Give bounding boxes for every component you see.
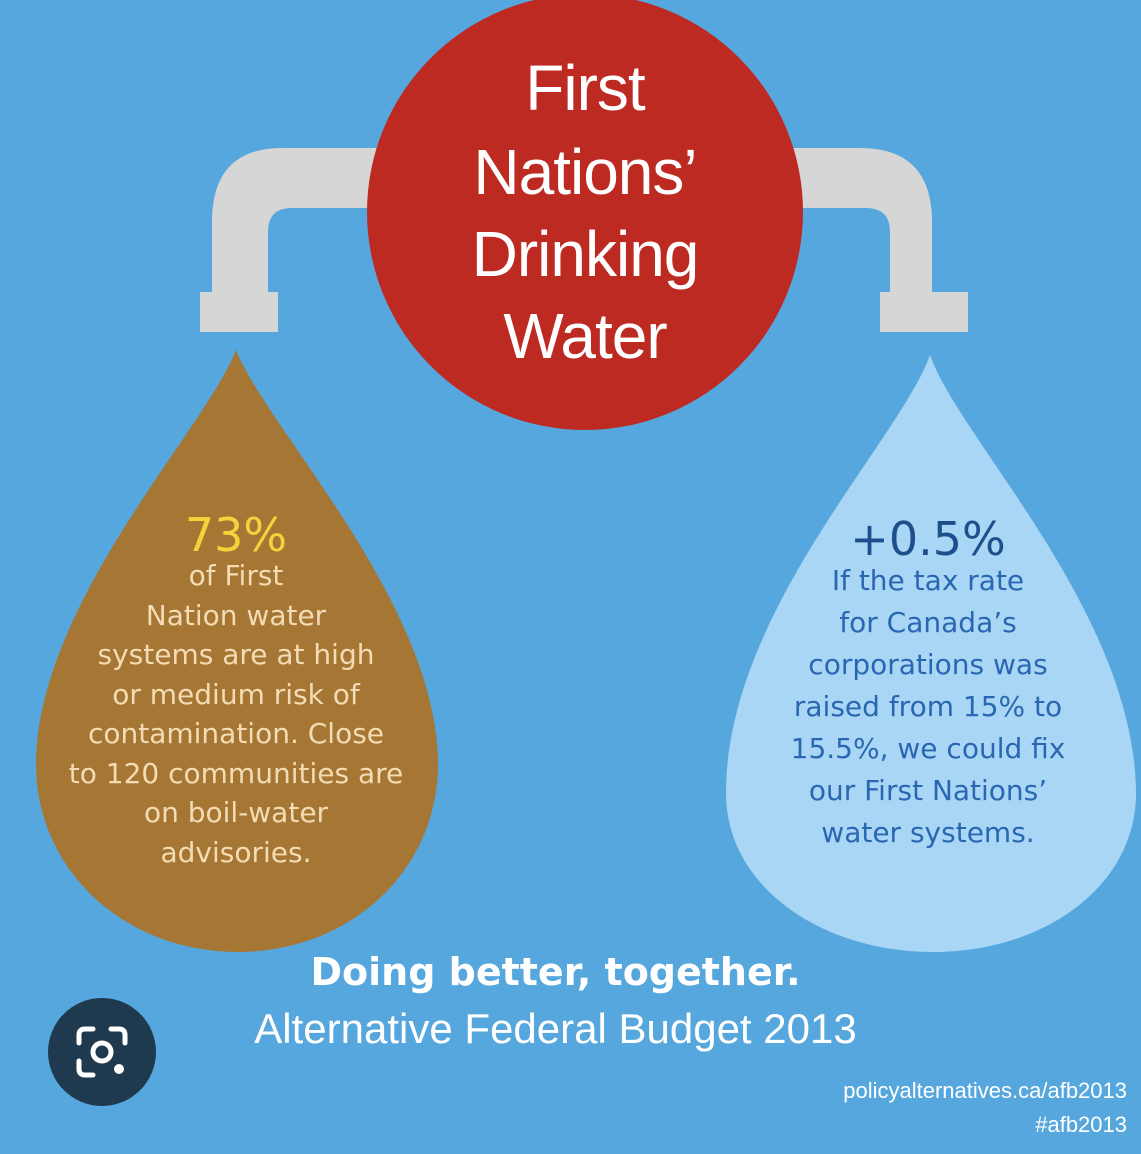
left-line: to 120 communities are	[68, 756, 404, 790]
right-line: raised from 15% to	[793, 690, 1063, 723]
title-line: Water	[503, 300, 667, 372]
lens-search-icon	[76, 1026, 128, 1078]
right-line: for Canada’s	[839, 606, 1017, 639]
right-line: our First Nations’	[808, 774, 1048, 807]
title-line: First	[525, 52, 645, 124]
left-line: systems are at high	[97, 638, 375, 671]
left-line: of First	[188, 559, 284, 592]
right-pipe	[780, 148, 968, 332]
right-percent: +0.5%	[850, 512, 1006, 566]
left-line: or medium risk of	[112, 677, 360, 711]
title-line: Drinking	[471, 218, 700, 290]
tagline-secondary: Alternative Federal Budget 2013	[254, 1005, 857, 1052]
right-line: water systems.	[821, 816, 1035, 849]
left-drop-text: 73% of First Nation water systems are at…	[36, 508, 436, 872]
title-circle	[367, 0, 803, 430]
left-drop	[35, 350, 439, 952]
right-line: corporations was	[808, 648, 1048, 681]
left-percent: 73%	[184, 508, 288, 562]
footer-hashtag: #afb2013	[1035, 1112, 1127, 1137]
right-drop	[725, 355, 1137, 952]
left-pipe	[200, 148, 400, 332]
right-line: If the tax rate	[831, 564, 1025, 597]
right-drop-text: +0.5% If the tax rate for Canada’s corpo…	[726, 512, 1130, 854]
title-block: First Nations’ Drinking Water	[367, 50, 803, 380]
footer-url: policyalternatives.ca/afb2013	[843, 1078, 1127, 1103]
left-line: on boil-water	[143, 796, 329, 829]
left-line: advisories.	[160, 835, 312, 869]
lens-search-button[interactable]	[48, 998, 156, 1106]
left-line: Nation water	[145, 598, 327, 632]
title-line: Nations’	[473, 136, 697, 208]
tagline-primary: Doing better, together.	[310, 950, 801, 994]
right-line: 15.5%, we could fix	[790, 732, 1066, 765]
left-line: contamination. Close	[87, 717, 385, 750]
